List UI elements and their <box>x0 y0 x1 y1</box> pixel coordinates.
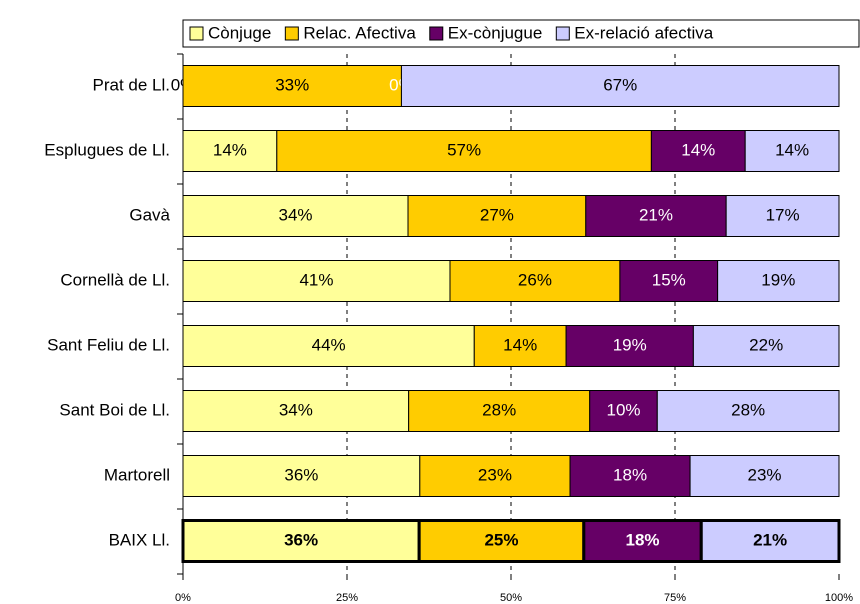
value-label: 23% <box>478 465 512 484</box>
bar-segment <box>585 195 727 237</box>
value-label: 25% <box>484 530 518 549</box>
bar-segment <box>565 325 694 367</box>
value-label: 14% <box>775 140 809 159</box>
value-label: 27% <box>480 205 514 224</box>
bar-segment <box>692 325 840 367</box>
bar-segment <box>717 260 840 302</box>
category-label: BAIX Ll. <box>109 530 170 549</box>
value-label: 19% <box>761 270 795 289</box>
category-label: Gavà <box>129 205 170 224</box>
category-label: Prat de Ll. <box>93 75 171 94</box>
value-label: 10% <box>606 400 640 419</box>
value-label: 33% <box>275 75 309 94</box>
value-label: 36% <box>284 465 318 484</box>
bar-segment <box>582 519 703 563</box>
category-label: Martorell <box>104 465 170 484</box>
value-label: 14% <box>213 140 247 159</box>
bar-segment <box>276 130 652 172</box>
bar-segment <box>407 195 587 237</box>
x-tick-label: 25% <box>336 592 358 604</box>
category-label: Esplugues de Ll. <box>44 140 170 159</box>
bar-segment <box>656 390 840 432</box>
value-label: 67% <box>603 75 637 94</box>
value-label: 14% <box>503 335 537 354</box>
value-label: 23% <box>748 465 782 484</box>
legend-label: Relac. Afectiva <box>303 23 416 42</box>
bar-segment <box>182 260 451 302</box>
value-label: 57% <box>447 140 481 159</box>
legend-swatch <box>429 26 444 41</box>
legend-label: Cònjuge <box>208 23 271 42</box>
bar-segment <box>182 65 402 107</box>
value-label: 41% <box>299 270 333 289</box>
category-label: Cornellà de Ll. <box>60 270 170 289</box>
value-label: 36% <box>284 530 318 549</box>
bar-segment <box>182 195 409 237</box>
value-label: 18% <box>626 530 660 549</box>
x-tick-label: 75% <box>664 592 686 604</box>
x-tick-label: 100% <box>825 592 853 604</box>
value-label: 21% <box>753 530 787 549</box>
legend-swatch <box>555 26 570 41</box>
bar-segment <box>400 65 840 107</box>
value-label: 34% <box>279 400 313 419</box>
bar-segment <box>449 260 621 302</box>
x-tick-label: 50% <box>500 592 522 604</box>
bar-segment <box>699 519 841 563</box>
bar-segment <box>408 390 591 432</box>
value-label: 34% <box>278 205 312 224</box>
value-label: 28% <box>731 400 765 419</box>
category-label: Sant Boi de Ll. <box>59 400 170 419</box>
bar-segment <box>744 130 840 172</box>
value-label: 17% <box>766 205 800 224</box>
bar-segment <box>182 390 410 432</box>
value-label: 26% <box>518 270 552 289</box>
category-label: Sant Feliu de Ll. <box>47 335 170 354</box>
value-label: 44% <box>312 335 346 354</box>
bar-segment <box>689 455 840 497</box>
legend-label: Ex-relació afectiva <box>574 23 713 42</box>
value-label: 21% <box>639 205 673 224</box>
legend-swatch <box>284 26 299 41</box>
bar-segment <box>182 325 475 367</box>
value-label: 19% <box>613 335 647 354</box>
value-label: 18% <box>613 465 647 484</box>
bar-segment <box>725 195 840 237</box>
bar-segment <box>589 390 658 432</box>
value-label: 28% <box>482 400 516 419</box>
value-label: 22% <box>749 335 783 354</box>
value-label: 15% <box>652 270 686 289</box>
legend-swatch <box>189 26 204 41</box>
legend-label: Ex-cònjugue <box>448 23 543 42</box>
bar-segment <box>569 455 691 497</box>
bar-segment <box>619 260 719 302</box>
value-label: 14% <box>681 140 715 159</box>
bar-segment <box>650 130 746 172</box>
bar-segment <box>181 519 421 563</box>
x-tick-label: 0% <box>175 592 191 604</box>
